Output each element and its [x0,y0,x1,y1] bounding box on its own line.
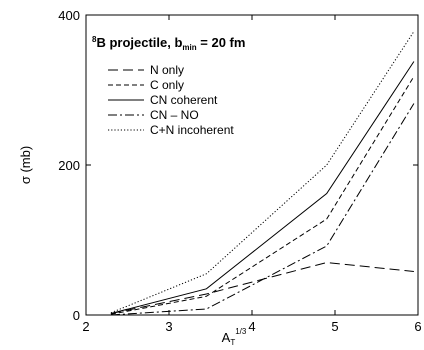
series-cn-coherent [110,61,415,314]
xlabel-sub: T [230,338,235,347]
series-cn-no [110,103,415,316]
legend-label: CN coherent [150,93,218,107]
series-lines [110,31,415,316]
title-sup: 8 [92,35,97,44]
xlabel-main: A [222,330,231,345]
title-sub: min [182,43,196,52]
x-tick-label: 2 [82,319,89,334]
y-axis-label: σ (mb) [18,146,33,184]
y-tick-label: 0 [73,308,80,323]
legend-label: CN – NO [150,108,199,122]
x-tick-label: 5 [331,319,338,334]
series-c-n-incoherent [110,31,415,314]
x-axis-label: AT1/3 [222,327,247,347]
legend-label: N only [150,63,184,77]
legend-label: C only [150,78,184,92]
ticks: 2 3 4 5 6 0 200 400 [58,8,421,334]
y-tick-label: 400 [58,8,80,23]
x-tick-label: 4 [248,319,255,334]
series-c-only [110,76,415,315]
series-n-only [110,261,414,314]
title-tail: = 20 fm [197,35,246,50]
title-main: B projectile, b [96,35,182,50]
legend-label: C+N incoherent [150,123,234,137]
x-tick-label: 3 [165,319,172,334]
xlabel-sup: 1/3 [235,327,247,336]
x-tick-label: 6 [414,319,421,334]
y-tick-label: 200 [58,158,80,173]
chart-title: 8B projectile, bmin = 20 fm [92,35,245,52]
plot-frame [85,14,419,316]
